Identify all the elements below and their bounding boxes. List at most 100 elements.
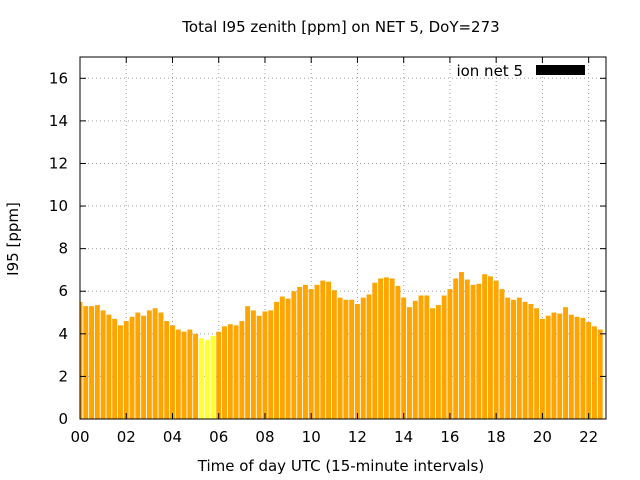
x-tick-label: 08 xyxy=(255,428,274,446)
bar xyxy=(407,307,412,419)
y-tick-label: 12 xyxy=(49,154,68,172)
bar xyxy=(216,331,222,419)
bar xyxy=(343,299,349,419)
bar xyxy=(354,304,360,419)
bar xyxy=(331,290,337,419)
bar xyxy=(511,299,516,419)
bar xyxy=(198,338,204,419)
bar xyxy=(193,333,199,419)
bar xyxy=(424,295,430,419)
bar xyxy=(401,297,407,419)
x-axis-label: Time of day UTC (15-minute intervals) xyxy=(197,457,484,475)
y-axis-label: I95 [ppm] xyxy=(4,202,22,276)
y-tick-label: 2 xyxy=(58,367,68,385)
bar xyxy=(493,280,499,419)
bar xyxy=(337,297,343,419)
bar xyxy=(83,306,89,419)
bar xyxy=(435,305,441,419)
x-tick-label: 04 xyxy=(163,428,182,446)
bar xyxy=(118,325,123,419)
bar xyxy=(378,278,384,419)
bar xyxy=(545,315,551,419)
bar xyxy=(389,278,395,419)
bar xyxy=(563,307,568,419)
bar xyxy=(453,278,459,419)
bar xyxy=(395,285,401,419)
bar xyxy=(360,297,366,419)
legend: ion net 5 xyxy=(456,62,585,80)
bar xyxy=(372,282,378,419)
bar xyxy=(268,310,274,419)
bar xyxy=(580,317,586,419)
bar xyxy=(100,310,106,419)
x-tick-label: 06 xyxy=(209,428,228,446)
bar xyxy=(181,331,187,419)
bar xyxy=(314,284,320,419)
y-tick-label: 8 xyxy=(58,240,68,258)
y-tick-label: 16 xyxy=(49,69,68,87)
bar xyxy=(441,295,447,419)
bar xyxy=(459,272,464,419)
bar xyxy=(539,318,545,419)
bars xyxy=(80,272,603,419)
bar xyxy=(447,289,453,419)
bar xyxy=(470,284,476,419)
bar xyxy=(574,316,580,419)
bar xyxy=(146,310,152,419)
y-tick-label: 6 xyxy=(58,282,68,300)
x-tick-label: 16 xyxy=(440,428,459,446)
y-tick-label: 0 xyxy=(58,410,68,428)
bar xyxy=(320,280,326,419)
x-tick-labels: 00 02 04 06 08 10 12 14 16 18 20 22 xyxy=(70,428,598,446)
x-tick-label: 02 xyxy=(117,428,136,446)
bar xyxy=(297,286,303,419)
bar xyxy=(175,329,181,419)
bar xyxy=(210,335,216,419)
bar xyxy=(326,281,332,419)
bar xyxy=(568,314,574,419)
bar xyxy=(418,295,424,419)
bar xyxy=(187,329,193,419)
plot-frame xyxy=(79,56,607,420)
bar xyxy=(152,308,158,419)
bar xyxy=(302,284,308,419)
bar xyxy=(274,301,279,419)
bar xyxy=(227,324,233,419)
bar xyxy=(291,291,297,419)
bar xyxy=(239,321,245,419)
bar xyxy=(123,321,129,419)
bar xyxy=(141,315,147,419)
bar xyxy=(308,289,314,419)
bar xyxy=(349,299,355,419)
bar xyxy=(522,301,528,419)
bar xyxy=(383,277,389,419)
x-tick-label: 00 xyxy=(70,428,89,446)
bar xyxy=(591,326,597,419)
bar xyxy=(164,321,170,419)
bar xyxy=(256,315,262,419)
bar xyxy=(129,316,135,419)
bar xyxy=(279,296,285,419)
x-tick-label: 18 xyxy=(487,428,506,446)
legend-swatch xyxy=(536,65,585,75)
bar xyxy=(557,313,563,419)
bar xyxy=(476,283,482,419)
y-tick-label: 14 xyxy=(49,112,68,130)
bar xyxy=(170,325,175,419)
bar xyxy=(551,312,557,419)
bar xyxy=(204,340,210,419)
bar xyxy=(262,311,268,419)
x-tick-label: 14 xyxy=(394,428,413,446)
x-tick-label: 10 xyxy=(302,428,321,446)
bar xyxy=(597,329,603,419)
bar xyxy=(94,305,100,419)
bar xyxy=(430,308,436,419)
tick-marks xyxy=(79,57,606,420)
bar xyxy=(499,289,505,419)
bar xyxy=(516,297,522,419)
bar xyxy=(80,301,83,419)
bar xyxy=(482,274,488,419)
bar xyxy=(222,326,227,419)
bar xyxy=(464,279,470,419)
bar xyxy=(285,298,291,419)
